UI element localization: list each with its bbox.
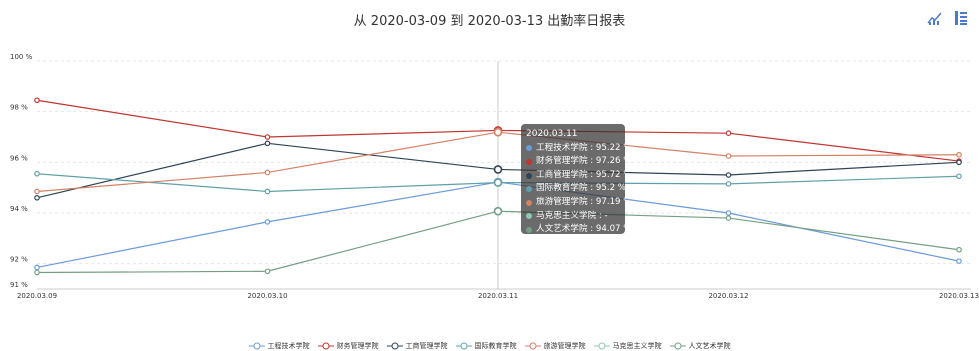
legend-item[interactable]: 工程技术学院: [248, 341, 310, 351]
data-point: [725, 210, 732, 216]
data-view-icon[interactable]: [953, 10, 969, 26]
data-point: [725, 153, 732, 159]
tooltip-dot: [526, 213, 532, 220]
legend-item[interactable]: 旅游管理学院: [524, 341, 586, 351]
legend-line-icon: [669, 342, 686, 350]
switch-to-line-icon[interactable]: [927, 10, 943, 26]
legend-item[interactable]: 马克思主义学院: [593, 341, 662, 351]
data-point: [493, 178, 503, 187]
legend-line-icon: [455, 342, 472, 350]
tooltip-title: 2020.03.11: [526, 129, 578, 139]
x-tick-label: 2020.03.11: [478, 292, 518, 300]
chart-tooltip: 2020.03.11 工程技术学院 : 95.22 % 财务管理学院 : 97.2…: [521, 124, 625, 234]
data-point: [34, 188, 40, 195]
tooltip-row: 财务管理学院 : 97.26 %: [526, 155, 625, 169]
legend-item[interactable]: 人文艺术学院: [669, 341, 731, 351]
y-tick-label: 91 %: [10, 281, 28, 289]
x-tick-label: 2020.03.10: [247, 292, 287, 300]
tooltip-dot: [526, 145, 532, 152]
data-point: [725, 130, 732, 137]
legend-line-icon: [524, 342, 541, 350]
y-tick-label: 98 %: [10, 104, 28, 112]
tooltip-dot: [526, 226, 532, 233]
tooltip-row-label: 财务管理学院 : 97.26 %: [536, 156, 625, 167]
data-point: [956, 151, 962, 158]
chart-legend: 工程技术学院 财务管理学院 工商管理学院 国际教育学院 旅游管理学院 马克思主义学院 人文艺…: [0, 341, 979, 351]
tooltip-dot: [526, 172, 532, 179]
legend-line-icon: [317, 342, 334, 350]
tooltip-row-label: 国际教育学院 : 95.2 %: [536, 183, 625, 194]
data-point: [34, 195, 40, 201]
legend-item[interactable]: 财务管理学院: [317, 341, 379, 351]
legend-line-icon: [248, 342, 265, 350]
tooltip-row-label: 工商管理学院 : 95.72 %: [536, 169, 625, 180]
data-point: [493, 165, 503, 174]
data-point: [493, 127, 503, 137]
tooltip-row: 马克思主义学院 : -: [526, 210, 620, 224]
data-point: [725, 215, 732, 221]
legend-line-icon: [593, 342, 610, 350]
chart-title: 从 2020-03-09 到 2020-03-13 出勤率日报表: [353, 14, 626, 29]
data-point: [264, 268, 271, 275]
data-point: [264, 134, 271, 140]
tooltip-row-label: 旅游管理学院 : 97.19 %: [536, 196, 625, 207]
data-point: [725, 172, 732, 178]
data-point: [34, 269, 40, 276]
data-point: [956, 258, 962, 264]
data-point: [264, 188, 271, 195]
data-point: [956, 173, 962, 180]
legend-item[interactable]: 国际教育学院: [455, 341, 517, 351]
legend-label: 人文艺术学院: [688, 342, 731, 350]
legend-line-icon: [386, 342, 403, 350]
tooltip-dot: [526, 186, 532, 193]
tooltip-row: 工程技术学院 : 95.22 %: [526, 142, 625, 156]
legend-label: 马克思主义学院: [612, 342, 662, 350]
data-point: [493, 206, 503, 216]
y-tick-label: 96 %: [10, 154, 28, 162]
data-point: [34, 97, 40, 104]
data-point: [264, 140, 271, 147]
tooltip-row: 工商管理学院 : 95.72 %: [526, 169, 625, 183]
data-point: [264, 169, 271, 176]
tooltip-row: 人文艺术学院 : 94.07 %: [526, 223, 625, 234]
y-tick-label: 92 %: [10, 256, 28, 264]
data-point: [34, 264, 40, 271]
legend-label: 工程技术学院: [267, 342, 310, 350]
data-point: [956, 246, 962, 253]
y-tick-label: 100 %: [10, 53, 33, 61]
data-point: [264, 219, 271, 225]
legend-item[interactable]: 工商管理学院: [386, 341, 448, 351]
x-tick-label: 2020.03.12: [708, 292, 748, 300]
x-tick-label: 2020.03.09: [17, 292, 57, 300]
tooltip-row-label: 工程技术学院 : 95.22 %: [536, 142, 625, 153]
tooltip-row-label: 马克思主义学院 : -: [536, 210, 608, 221]
toolbox: [927, 10, 969, 28]
data-point: [725, 181, 732, 187]
tooltip-row: 国际教育学院 : 95.2 %: [526, 182, 625, 196]
tooltip-dot: [526, 158, 532, 165]
tooltip-row: 旅游管理学院 : 97.19 %: [526, 196, 625, 210]
legend-label: 国际教育学院: [474, 342, 517, 350]
tooltip-dot: [526, 199, 532, 206]
tooltip-row-label: 人文艺术学院 : 94.07 %: [536, 224, 625, 234]
data-point: [956, 159, 962, 166]
y-tick-label: 94 %: [10, 205, 28, 213]
legend-label: 财务管理学院: [336, 342, 379, 350]
x-tick-label: 2020.03.13: [939, 292, 979, 300]
data-point: [34, 170, 40, 177]
legend-label: 旅游管理学院: [543, 342, 586, 350]
legend-label: 工商管理学院: [405, 342, 448, 350]
